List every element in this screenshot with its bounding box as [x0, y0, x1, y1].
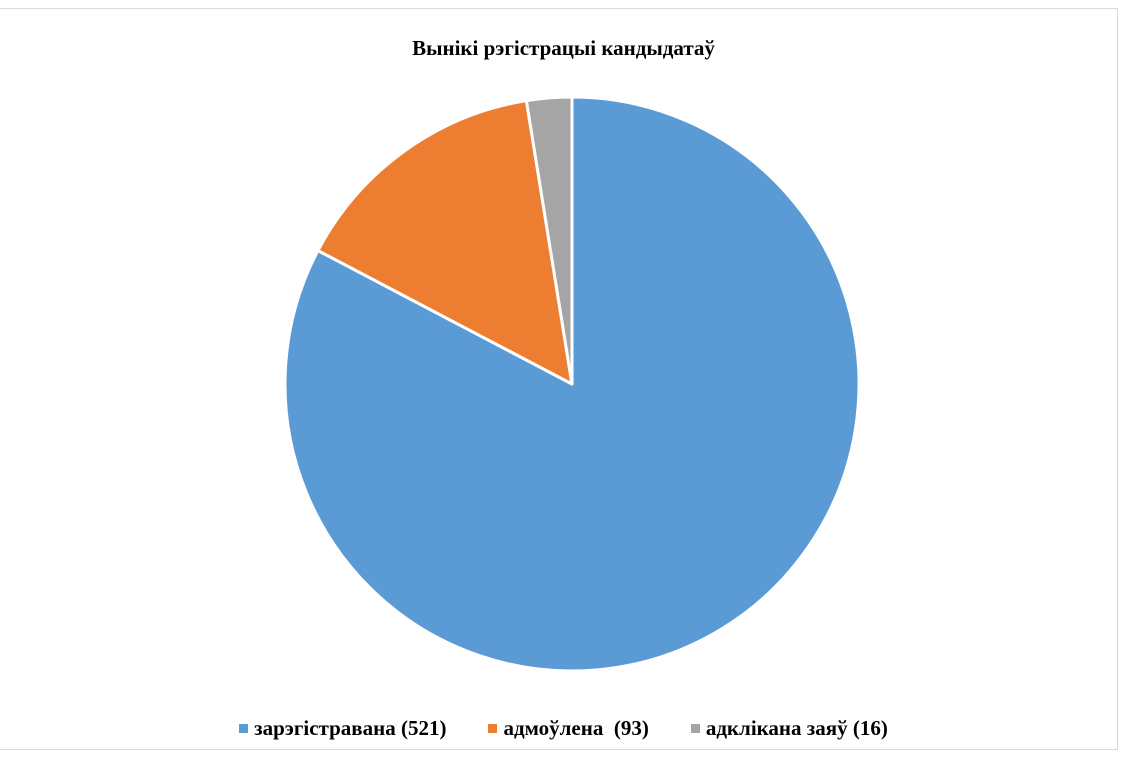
legend-swatch-registered — [239, 724, 249, 733]
legend-item-refused: адмоўлена (93) — [488, 716, 649, 741]
legend-label-registered: зарэгістравана (521) — [254, 716, 447, 740]
legend-label-refused: адмоўлена (93) — [503, 716, 649, 740]
legend-swatch-withdrawn — [690, 724, 700, 733]
pie-slice-refused — [316, 99, 574, 386]
legend-item-withdrawn: адклікана заяў (16) — [690, 716, 888, 741]
legend-label-withdrawn: адклікана заяў (16) — [705, 716, 888, 740]
chart-title: Вынікі рэгістрацыі кандыдатаў — [412, 36, 715, 60]
legend-item-registered: зарэгістравана (521) — [239, 716, 446, 741]
legend-swatch-refused — [488, 724, 498, 733]
legend: зарэгістравана (521) адмоўлена (93) адкл… — [0, 716, 1127, 741]
pie-slice-withdrawn — [524, 95, 574, 386]
